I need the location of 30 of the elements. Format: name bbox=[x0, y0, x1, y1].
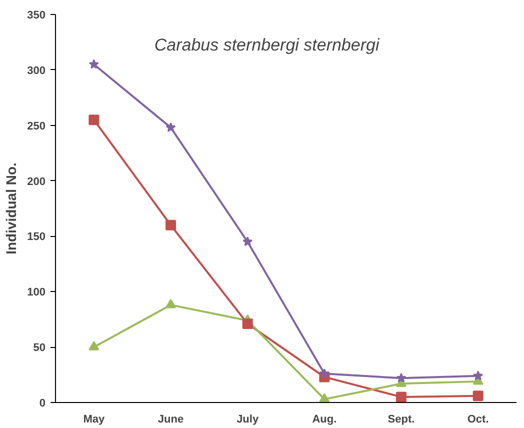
y-tick-label: 100 bbox=[27, 286, 46, 299]
point bbox=[472, 390, 484, 402]
point bbox=[242, 236, 253, 246]
y-axis-title: Individual No. bbox=[3, 162, 20, 254]
point bbox=[166, 220, 176, 230]
point bbox=[319, 368, 330, 378]
y-tick-label: 300 bbox=[27, 64, 46, 77]
point bbox=[396, 372, 406, 382]
x-tick-label: May bbox=[83, 414, 106, 426]
point bbox=[88, 341, 100, 350]
y-tick-label: 250 bbox=[27, 120, 46, 132]
point bbox=[88, 59, 99, 69]
y-tick-label: 150 bbox=[27, 231, 46, 244]
point bbox=[166, 299, 176, 308]
point bbox=[473, 370, 484, 380]
point bbox=[396, 392, 406, 402]
text: Carabus sternbergi sternbergi bbox=[154, 36, 380, 54]
point bbox=[242, 318, 253, 330]
y-tick-label: 350 bbox=[27, 10, 46, 22]
x-tick-label: June bbox=[158, 414, 184, 426]
y-tick-label: 50 bbox=[33, 342, 46, 354]
point bbox=[88, 114, 100, 126]
x-tick-label: July bbox=[236, 414, 260, 426]
point bbox=[319, 393, 330, 402]
x-tick-label: Aug. bbox=[312, 414, 337, 426]
y-tick-label: 200 bbox=[27, 176, 46, 188]
x-tick-label: Sept. bbox=[388, 414, 415, 426]
point bbox=[166, 122, 176, 132]
y-tick-label: 0 bbox=[39, 398, 46, 410]
x-tick-label: Oct. bbox=[467, 414, 489, 426]
